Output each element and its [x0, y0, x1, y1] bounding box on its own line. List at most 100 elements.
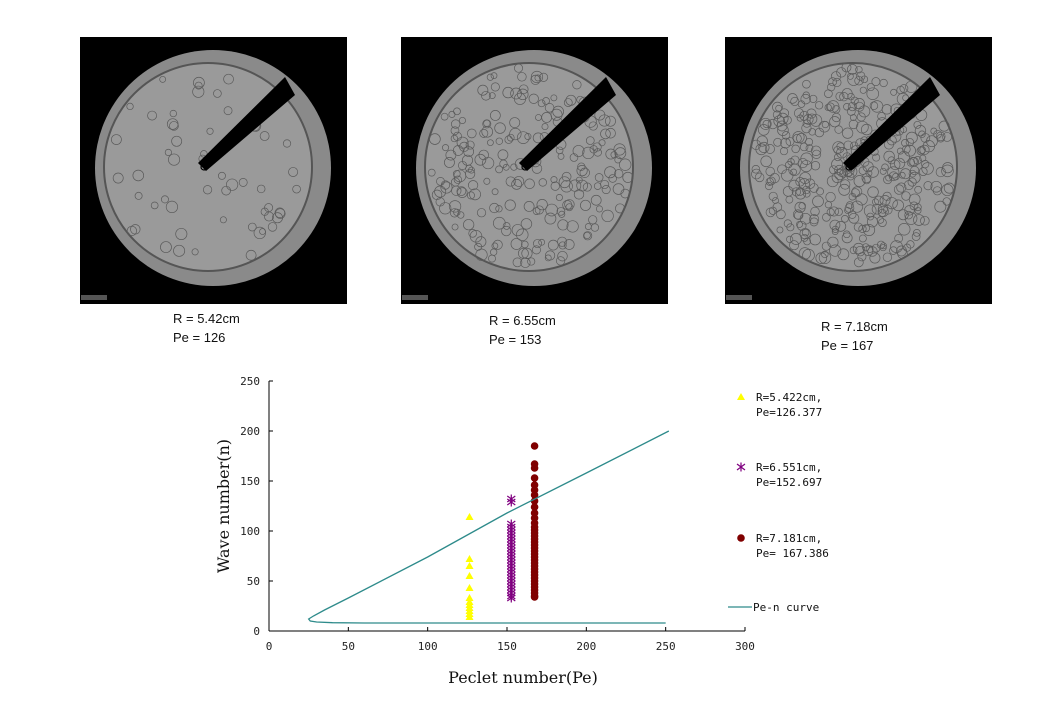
- cell-pattern: [561, 171, 572, 182]
- cell-pattern: [169, 121, 179, 131]
- cell-pattern: [772, 197, 779, 204]
- cell-pattern: [942, 132, 952, 142]
- cell-pattern: [802, 91, 810, 99]
- circle-point: [530, 497, 539, 505]
- radius-label: R = 7.18cm: [821, 319, 888, 334]
- pe-label: Pe = 167: [821, 338, 874, 353]
- cell-pattern: [780, 137, 791, 149]
- cell-pattern: [768, 191, 778, 201]
- cell-pattern: [478, 149, 489, 161]
- cell-pattern: [841, 215, 849, 223]
- asterisk-point: [506, 593, 516, 603]
- cell-pattern: [558, 210, 566, 218]
- caption-3: R = 7.18cm Pe = 167: [821, 317, 888, 355]
- cell-pattern: [600, 128, 611, 140]
- cell-pattern: [853, 97, 865, 110]
- cell-pattern: [848, 119, 859, 130]
- cell-pattern: [834, 207, 843, 216]
- caption-1: R = 5.42cm Pe = 126: [173, 309, 240, 347]
- cell-pattern: [838, 183, 851, 196]
- cell-pattern: [468, 229, 477, 238]
- cell-pattern: [514, 63, 524, 73]
- cell-pattern: [594, 173, 604, 182]
- cell-pattern: [882, 191, 892, 201]
- triangle-point: [465, 562, 474, 569]
- cell-pattern: [855, 66, 863, 74]
- cell-pattern: [194, 81, 203, 90]
- cell-pattern: [758, 124, 770, 136]
- cell-pattern: [781, 169, 794, 182]
- cell-pattern: [934, 200, 947, 213]
- cell-pattern: [563, 98, 573, 107]
- cell-pattern: [866, 83, 875, 92]
- cell-pattern: [173, 244, 186, 257]
- cell-pattern: [614, 169, 624, 179]
- cell-pattern: [821, 121, 829, 129]
- cell-pattern: [943, 182, 955, 194]
- cell-pattern: [488, 92, 496, 99]
- cell-pattern: [191, 248, 199, 256]
- cell-pattern: [935, 167, 946, 178]
- cell-pattern: [871, 77, 881, 86]
- cell-pattern: [532, 132, 544, 144]
- photo-panel-3: [725, 37, 992, 304]
- x-tick-label: 50: [342, 640, 355, 653]
- cell-pattern: [799, 228, 811, 240]
- cell-pattern: [166, 118, 179, 130]
- cell-pattern: [777, 124, 789, 136]
- cell-pattern: [614, 156, 622, 164]
- cell-pattern: [905, 131, 918, 144]
- cell-pattern: [799, 142, 809, 152]
- cell-pattern: [839, 169, 848, 178]
- cell-pattern: [894, 233, 904, 243]
- cell-pattern: [615, 203, 625, 214]
- cell-pattern: [513, 176, 525, 187]
- cell-pattern: [160, 241, 172, 254]
- cell-pattern: [495, 165, 503, 174]
- cell-pattern: [834, 125, 843, 134]
- cell-pattern: [879, 194, 891, 206]
- cell-pattern: [750, 139, 762, 150]
- radius-label: R = 6.55cm: [489, 313, 556, 328]
- y-tick-label: 200: [240, 425, 260, 438]
- needle: [519, 77, 616, 171]
- cell-pattern: [831, 228, 839, 235]
- cell-pattern: [785, 195, 794, 204]
- cell-pattern: [442, 144, 450, 152]
- cell-pattern: [796, 114, 804, 122]
- legend-label: Pe-n curve: [753, 601, 819, 614]
- cell-pattern: [545, 250, 556, 261]
- cell-pattern: [259, 131, 270, 141]
- cell-pattern: [612, 183, 625, 195]
- cell-pattern: [787, 158, 795, 166]
- cell-pattern: [806, 113, 818, 125]
- droplet-photo: [81, 50, 331, 300]
- cell-pattern: [159, 75, 167, 83]
- cell-pattern: [583, 231, 593, 241]
- circle-point: [530, 442, 539, 450]
- cell-pattern: [531, 163, 543, 174]
- cell-pattern: [544, 212, 557, 225]
- cell-pattern: [775, 104, 783, 112]
- cell-pattern: [622, 171, 634, 183]
- x-tick-label: 150: [497, 640, 517, 653]
- cell-pattern: [523, 201, 535, 212]
- cell-pattern: [542, 97, 550, 105]
- cell-pattern: [783, 219, 792, 228]
- cell-pattern: [474, 153, 487, 166]
- cell-pattern: [856, 112, 866, 122]
- cell-pattern: [620, 188, 631, 199]
- scale-bar: [726, 295, 752, 300]
- y-tick-label: 0: [253, 625, 260, 638]
- axes: 0 50 100 150 200 250 300 0 50 100 150 200 250: [240, 375, 755, 653]
- cell-pattern: [481, 125, 494, 138]
- cell-pattern: [490, 248, 498, 256]
- cell-pattern: [764, 182, 773, 191]
- cell-pattern: [865, 169, 873, 177]
- cell-pattern: [902, 94, 909, 102]
- cell-pattern: [557, 250, 568, 262]
- cell-pattern: [821, 241, 831, 251]
- cell-pattern: [264, 203, 274, 213]
- cell-pattern: [858, 224, 867, 233]
- cell-pattern: [805, 144, 814, 152]
